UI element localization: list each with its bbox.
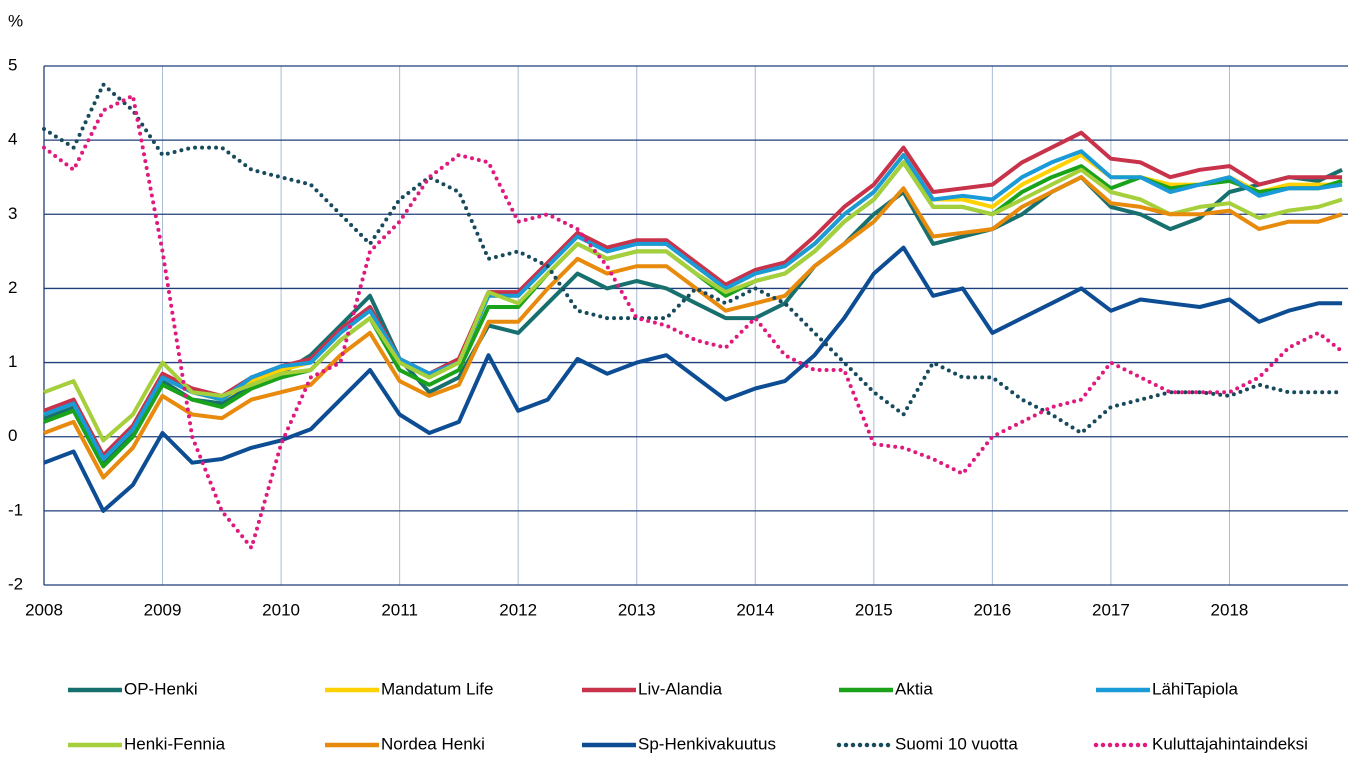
x-tick-label: 2012 [499, 600, 537, 619]
legend-label: Henki-Fennia [124, 734, 226, 753]
legend-label: Sp-Henkivakuutus [638, 734, 776, 753]
series-line [43, 245, 1343, 513]
y-tick-label: -1 [8, 500, 23, 519]
x-tick-label: 2018 [1211, 600, 1249, 619]
x-tick-label: 2017 [1092, 600, 1130, 619]
y-tick-label: -2 [8, 574, 23, 593]
x-tick-label: 2010 [262, 600, 300, 619]
series-line [43, 153, 1343, 461]
x-tick-label: 2009 [144, 600, 182, 619]
y-tick-label: 2 [8, 278, 17, 297]
legend-label: Kuluttajahintaindeksi [1152, 734, 1308, 753]
series-line [43, 149, 1343, 461]
legend-label: Liv-Alandia [638, 679, 723, 698]
y-axis-label: % [8, 11, 23, 30]
y-tick-label: 1 [8, 352, 17, 371]
y-tick-label: 4 [8, 130, 17, 149]
series-line [42, 92, 1345, 553]
x-tick-label: 2016 [973, 600, 1011, 619]
series-line [42, 81, 1345, 436]
x-tick-label: 2014 [736, 600, 774, 619]
x-tick-label: 2011 [381, 600, 418, 619]
legend-label: Nordea Henki [381, 734, 485, 753]
legend-label: OP-Henki [124, 679, 198, 698]
legend-label: LähiTapiola [1152, 679, 1239, 698]
x-tick-label: 2015 [855, 600, 893, 619]
series-line [43, 175, 1343, 480]
x-tick-label: 2008 [25, 600, 63, 619]
y-tick-label: 5 [8, 55, 17, 74]
legend-label: Suomi 10 vuotta [895, 734, 1018, 753]
x-tick-label: 2013 [618, 600, 656, 619]
series-line [43, 160, 1343, 443]
legend-label: Aktia [895, 679, 933, 698]
y-tick-label: 0 [8, 426, 17, 445]
y-tick-label: 3 [8, 204, 17, 223]
legend-label: Mandatum Life [381, 679, 493, 698]
